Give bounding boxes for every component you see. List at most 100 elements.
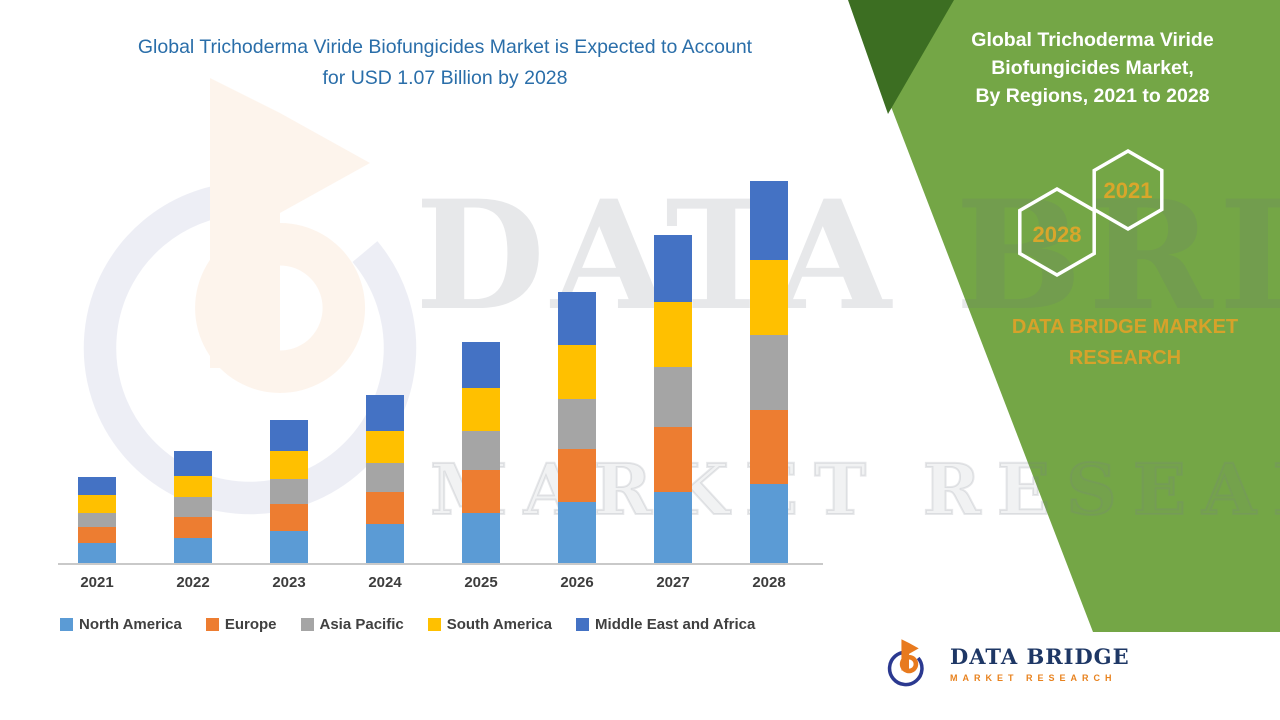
- legend-item: South America: [427, 616, 553, 633]
- logo-tagline: MARKET RESEARCH: [950, 672, 1117, 683]
- legend-swatch: [205, 618, 219, 631]
- bar-segment-north-america: [654, 491, 692, 563]
- x-axis-label: 2022: [176, 574, 210, 591]
- legend: North America Europe Asia Pacific South Ame…: [60, 616, 850, 633]
- bar-segment-north-america: [462, 513, 500, 563]
- bar-segment-asia-pacific: [174, 496, 212, 517]
- bar-segment-middle-east-and-africa: [750, 181, 788, 260]
- x-axis-label: 2027: [656, 574, 690, 591]
- legend-label: Europe: [224, 616, 277, 633]
- x-axis-label: 2021: [80, 574, 114, 591]
- logo-b-stem: [210, 78, 280, 368]
- bar-segment-south-america: [174, 475, 212, 497]
- bar-segment-middle-east-and-africa: [174, 450, 212, 476]
- bar-segment-middle-east-and-africa: [462, 341, 500, 389]
- legend-label: Asia Pacific: [319, 616, 404, 633]
- panel-heading-line1: Global Trichoderma Viride: [971, 29, 1214, 51]
- bar-segment-middle-east-and-africa: [558, 291, 596, 346]
- chart-title-line2: for USD 1.07 Billion by 2028: [322, 67, 568, 89]
- x-axis-label: 2028: [752, 574, 786, 591]
- bar-segment-north-america: [174, 538, 212, 563]
- bar-segment-europe: [654, 427, 692, 492]
- plot-area: [58, 150, 823, 565]
- hexagon-badge-2021: [1092, 148, 1164, 232]
- bar-segment-north-america: [270, 530, 308, 563]
- panel-heading: Global Trichoderma Viride Biofungicides …: [905, 26, 1280, 110]
- legend-item: Asia Pacific: [300, 616, 404, 633]
- legend-swatch: [300, 618, 314, 631]
- bar-segment-middle-east-and-africa: [78, 477, 116, 496]
- bar-segment-middle-east-and-africa: [270, 420, 308, 451]
- legend-label: South America: [446, 616, 553, 633]
- x-axis-label: 2024: [368, 574, 402, 591]
- legend-swatch: [576, 618, 590, 631]
- bar-segment-north-america: [750, 484, 788, 563]
- bar-2024: [366, 150, 404, 563]
- bar-segment-south-america: [78, 495, 116, 514]
- x-axis-label: 2026: [560, 574, 594, 591]
- watermark-brand-logo: [83, 78, 417, 515]
- logo-b-bowl: [195, 223, 366, 393]
- bar-segment-north-america: [558, 502, 596, 563]
- bar-segment-europe: [366, 491, 404, 524]
- bar-segment-south-america: [750, 259, 788, 335]
- bar-segment-asia-pacific: [78, 513, 116, 528]
- chart-title-line1: Global Trichoderma Viride Biofungicides …: [137, 36, 753, 58]
- logo-b-flag: [280, 113, 370, 213]
- x-axis-label: 2025: [464, 574, 498, 591]
- bar-segment-south-america: [558, 345, 596, 399]
- bar-segment-europe: [174, 516, 212, 539]
- bar-2025: [462, 150, 500, 563]
- bar-segment-asia-pacific: [366, 463, 404, 492]
- bar-2022: [174, 150, 212, 563]
- bar-segment-asia-pacific: [462, 430, 500, 471]
- databridge-logo: DATA BRIDGE MARKET RESEARCH: [882, 636, 1130, 690]
- brand-name: DATA BRIDGE MARKET RESEARCH: [940, 312, 1280, 374]
- brand-name-line2: RESEARCH: [1068, 347, 1182, 369]
- bar-segment-south-america: [462, 388, 500, 431]
- panel-heading-line2: Biofungicides Market,: [991, 57, 1194, 79]
- bar-segment-north-america: [78, 543, 116, 563]
- legend-item: North America: [60, 616, 182, 633]
- badge-year-2028: 2028: [1033, 222, 1082, 247]
- bar-segment-middle-east-and-africa: [654, 234, 692, 303]
- bar-segment-asia-pacific: [750, 334, 788, 410]
- bar-segment-south-america: [366, 430, 404, 464]
- bar-segment-europe: [78, 527, 116, 544]
- x-axis-label: 2023: [272, 574, 306, 591]
- bar-segment-europe: [270, 504, 308, 531]
- bar-segment-south-america: [270, 450, 308, 480]
- bar-segment-europe: [558, 448, 596, 503]
- bar-segment-europe: [462, 470, 500, 514]
- hexagon-badge-2028: [1018, 186, 1096, 278]
- bar-2028: [750, 150, 788, 563]
- logo-name: DATA BRIDGE: [950, 643, 1130, 669]
- legend-label: North America: [79, 616, 182, 633]
- bar-segment-asia-pacific: [558, 398, 596, 449]
- badge-year-2021: 2021: [1104, 178, 1153, 203]
- legend-item: Europe: [205, 616, 277, 633]
- bar-2027: [654, 150, 692, 563]
- x-axis-labels: 2021 2022 2023 2024 2025 2026 2027 2028: [58, 574, 823, 596]
- databridge-logo-icon: [887, 639, 924, 687]
- legend-swatch: [60, 618, 73, 631]
- legend-swatch: [427, 618, 441, 631]
- bar-segment-asia-pacific: [270, 479, 308, 505]
- legend-item: Middle East and Africa: [576, 616, 755, 633]
- bar-2026: [558, 150, 596, 563]
- chart-title: Global Trichoderma Viride Biofungicides …: [45, 32, 845, 94]
- bar-segment-asia-pacific: [654, 366, 692, 428]
- panel-heading-line3: By Regions, 2021 to 2028: [975, 85, 1210, 107]
- bar-segment-north-america: [366, 523, 404, 563]
- brand-name-line1: DATA BRIDGE MARKET: [1011, 316, 1239, 338]
- bar-segment-europe: [750, 409, 788, 485]
- logo-circle-swoosh: [83, 181, 417, 515]
- year-badges: 2021 2028: [1018, 148, 1164, 278]
- bar-segment-middle-east-and-africa: [366, 395, 404, 431]
- bar-2023: [270, 150, 308, 563]
- bar-segment-south-america: [654, 302, 692, 367]
- bar-2021: [78, 150, 116, 563]
- logo-text-block: DATA BRIDGE MARKET RESEARCH: [950, 644, 1130, 683]
- legend-label: Middle East and Africa: [595, 616, 756, 633]
